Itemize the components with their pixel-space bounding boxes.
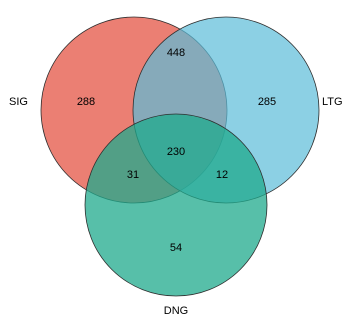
all-three-count: 230 [167, 146, 185, 158]
region-counts: 288 285 54 448 31 12 230 [77, 47, 276, 254]
ltg-only-count: 285 [258, 96, 276, 108]
dng-only-count: 54 [170, 242, 182, 254]
sig-only-count: 288 [77, 96, 95, 108]
dng-circle [84, 113, 268, 297]
ltg-label: LTG [322, 96, 343, 108]
sig-ltg-count: 448 [167, 47, 185, 59]
sig-dng-count: 31 [127, 169, 139, 181]
sig-label: SIG [9, 96, 28, 108]
set-labels: SIG LTG DNG [9, 96, 343, 317]
dng-label: DNG [164, 305, 188, 317]
circles-group [40, 16, 320, 297]
ltg-dng-count: 12 [216, 169, 228, 181]
